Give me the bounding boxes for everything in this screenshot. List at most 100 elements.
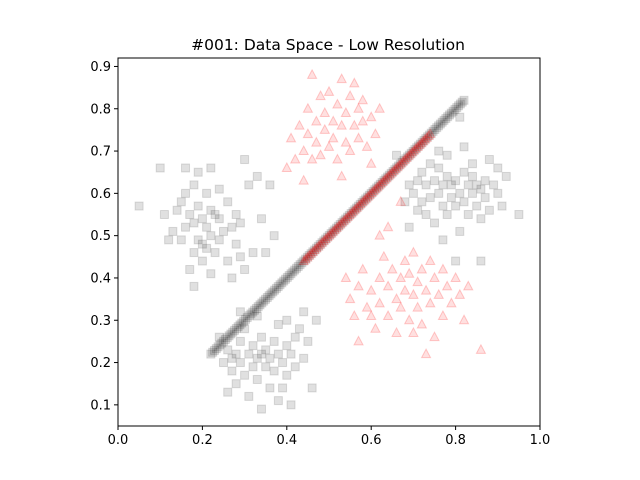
square-point [265,353,275,363]
square-point [242,313,252,323]
square-point [493,188,503,198]
square-point [226,329,236,339]
triangle-point [344,293,356,304]
triangle-point [450,271,461,282]
square-point [208,347,218,357]
square-point [244,180,254,190]
triangle-point [351,201,363,212]
square-point [401,154,411,164]
square-point [228,327,238,337]
triangle-point [391,293,402,304]
square-point [454,101,464,111]
y-tick-label: 0.2 [90,356,111,371]
square-point [321,234,331,244]
triangle-point [403,267,415,278]
square-point [443,112,453,122]
triangle-point [342,210,354,221]
square-point [455,226,465,236]
square-point [206,231,216,241]
triangle-point [335,218,346,229]
square-point [357,198,367,208]
square-point [392,163,402,173]
square-point [227,222,237,232]
triangle-point [395,301,407,312]
square-point [333,221,343,231]
triangle-point [395,195,407,206]
square-point [437,117,447,127]
square-point [484,205,494,215]
square-point [240,370,250,380]
triangle-point [391,161,403,172]
triangle-point [346,207,357,218]
square-point [185,264,195,274]
square-point [202,188,212,198]
square-point [299,353,309,363]
square-point [419,135,429,145]
square-point [275,280,285,290]
square-point [231,210,241,220]
triangle-point [420,284,432,295]
square-point [372,183,382,193]
triangle-point [370,322,381,333]
triangle-point [374,102,385,113]
triangle-point [412,276,423,287]
square-point [240,314,250,324]
square-point [155,163,165,173]
square-point [273,319,283,329]
square-point [467,188,477,198]
square-point [377,177,387,187]
square-point [444,110,454,120]
square-point [282,315,292,325]
triangle-point [408,246,419,257]
square-point [381,174,391,184]
square-point [282,370,292,380]
square-point [185,210,195,220]
square-point [252,171,262,181]
square-point [214,214,224,224]
triangle-point [420,348,432,359]
triangle-point [298,254,310,266]
y-tick-label: 0.4 [90,271,111,286]
triangle-point [340,271,352,282]
square-point [339,216,349,226]
triangle-point [423,129,434,140]
square-point [217,338,227,348]
square-point [388,167,398,177]
square-point [415,139,425,149]
square-point [286,349,296,359]
square-point [189,281,199,291]
triangle-point [364,188,376,199]
square-point [237,318,247,328]
triangle-point [348,77,360,88]
square-point [269,336,279,346]
square-point [434,146,444,156]
square-point [362,192,372,202]
square-point [467,159,477,169]
x-tick-label: 0.0 [108,433,129,448]
triangle-point [375,177,387,188]
square-point [295,260,305,270]
triangle-point [324,229,335,240]
square-point [326,229,336,239]
triangle-point [384,168,396,179]
triangle-point [344,208,355,220]
square-point [451,201,461,211]
triangle-point [357,115,369,126]
triangle-point [415,137,427,148]
square-point [424,130,434,140]
square-point [361,194,371,204]
triangle-point [307,245,319,256]
triangle-point [315,90,326,101]
square-point [214,235,224,245]
square-point [430,176,439,186]
square-point [235,358,245,368]
square-point [430,125,440,135]
triangle-point [294,119,305,130]
square-point [193,167,203,177]
square-point [476,214,486,224]
square-point [224,331,234,341]
triangle-point [388,164,399,175]
square-point [514,210,524,220]
square-point [235,307,245,317]
square-point [246,309,256,319]
